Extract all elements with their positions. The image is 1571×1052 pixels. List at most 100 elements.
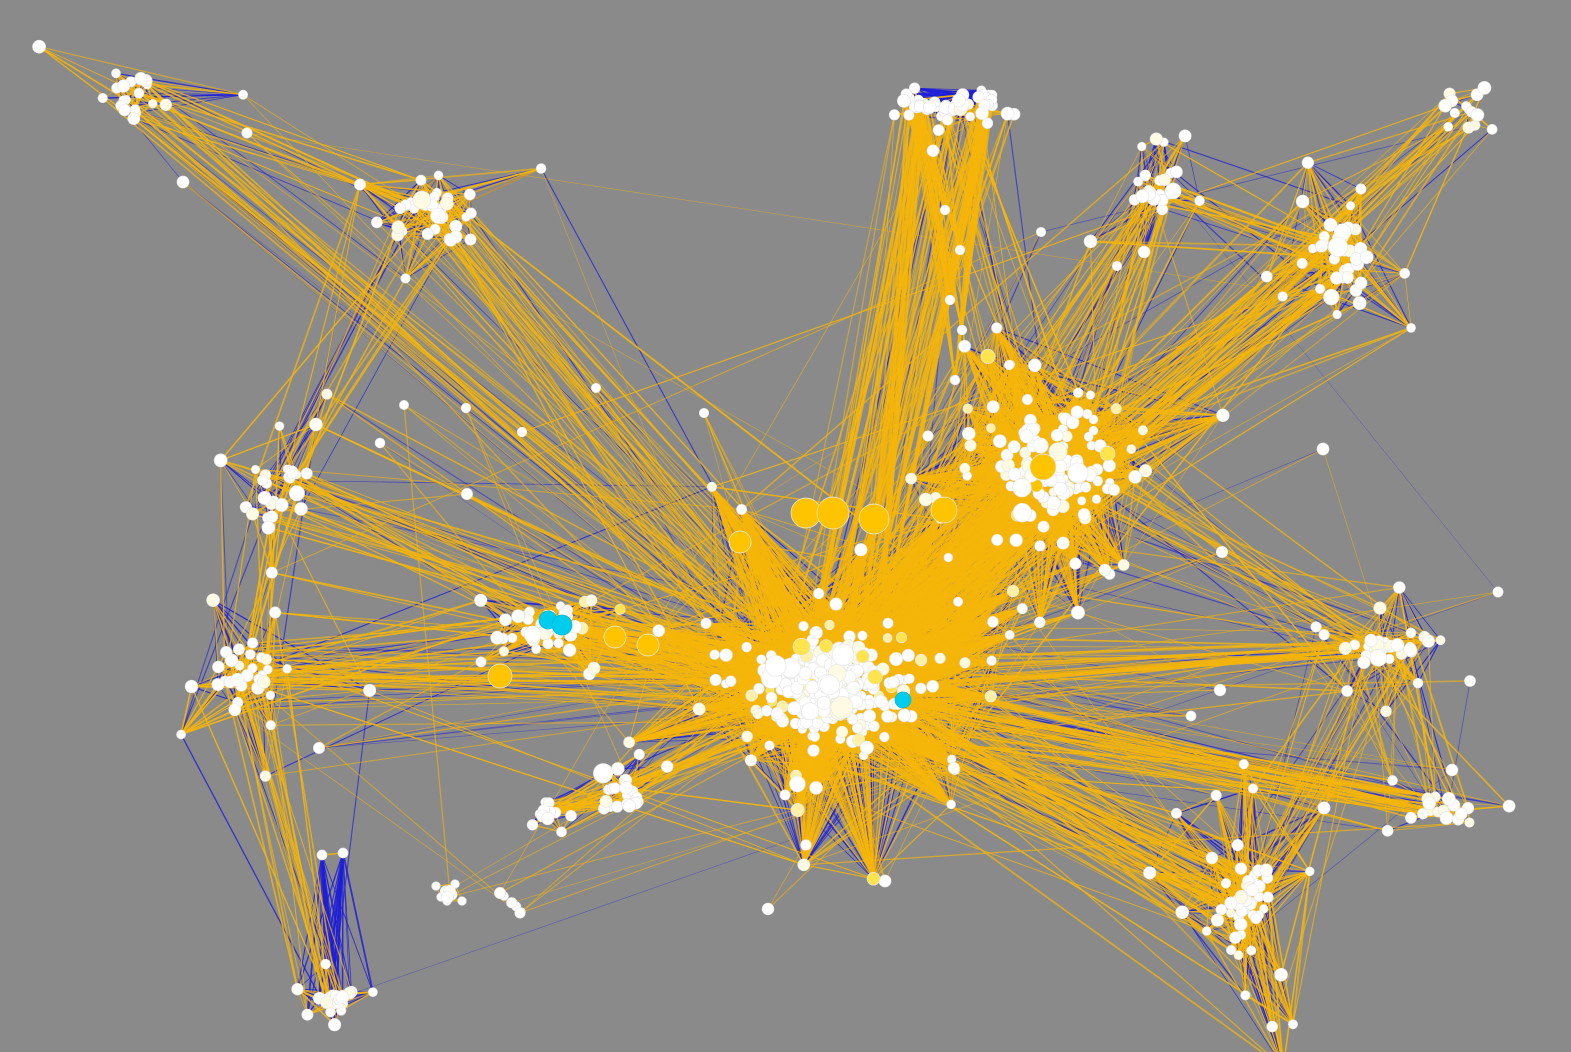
graph-node[interactable]: [291, 983, 304, 996]
graph-node[interactable]: [212, 660, 225, 674]
graph-node[interactable]: [1406, 323, 1416, 333]
graph-node[interactable]: [1077, 496, 1087, 506]
graph-node[interactable]: [922, 430, 934, 442]
graph-node[interactable]: [887, 676, 900, 689]
graph-node[interactable]: [1357, 655, 1371, 669]
graph-node[interactable]: [1316, 442, 1330, 456]
graph-node[interactable]: [1099, 445, 1116, 462]
graph-node[interactable]: [622, 799, 636, 813]
graph-node[interactable]: [465, 207, 477, 219]
graph-node[interactable]: [809, 626, 823, 640]
graph-node[interactable]: [932, 124, 945, 136]
graph-node[interactable]: [1380, 705, 1392, 718]
graph-node[interactable]: [1021, 394, 1033, 405]
graph-node[interactable]: [854, 543, 868, 557]
graph-node[interactable]: [867, 669, 883, 685]
graph-node[interactable]: [819, 639, 833, 654]
graph-node[interactable]: [987, 616, 999, 628]
graph-node[interactable]: [1245, 883, 1259, 897]
graph-node[interactable]: [354, 178, 366, 191]
graph-node[interactable]: [1000, 106, 1015, 121]
graph-node[interactable]: [897, 94, 911, 108]
graph-node[interactable]: [241, 127, 253, 139]
graph-node[interactable]: [992, 434, 1007, 449]
graph-node[interactable]: [1345, 201, 1356, 211]
graph-node[interactable]: [284, 465, 299, 480]
graph-node[interactable]: [261, 520, 276, 535]
graph-node[interactable]: [1234, 891, 1248, 905]
graph-node[interactable]: [148, 98, 158, 109]
graph-node[interactable]: [1229, 931, 1242, 944]
graph-node[interactable]: [1016, 603, 1028, 615]
graph-node[interactable]: [1028, 358, 1042, 373]
graph-node[interactable]: [953, 596, 964, 607]
graph-node[interactable]: [176, 175, 190, 189]
graph-node[interactable]: [363, 683, 377, 697]
graph-node[interactable]: [1422, 796, 1436, 811]
graph-node[interactable]: [623, 736, 635, 749]
graph-node[interactable]: [1216, 408, 1230, 422]
graph-node[interactable]: [593, 763, 614, 784]
graph-node[interactable]: [1117, 559, 1130, 571]
graph-node[interactable]: [118, 103, 131, 117]
graph-node[interactable]: [1454, 807, 1468, 821]
graph-node[interactable]: [954, 244, 966, 256]
highlight-node[interactable]: [894, 691, 912, 709]
graph-node[interactable]: [1009, 533, 1023, 547]
graph-node[interactable]: [857, 630, 868, 641]
graph-node[interactable]: [1470, 108, 1485, 122]
graph-node[interactable]: [412, 190, 432, 210]
graph-node[interactable]: [889, 652, 904, 667]
graph-node[interactable]: [914, 653, 928, 667]
graph-node[interactable]: [1318, 629, 1330, 641]
graph-node[interactable]: [1355, 183, 1367, 195]
graph-node[interactable]: [1007, 467, 1022, 481]
graph-node[interactable]: [1037, 520, 1050, 533]
graph-node[interactable]: [725, 675, 737, 687]
graph-node[interactable]: [1069, 557, 1082, 570]
graph-node[interactable]: [460, 402, 472, 414]
graph-node[interactable]: [1034, 540, 1046, 552]
graph-node[interactable]: [1464, 675, 1476, 687]
graph-node[interactable]: [1277, 291, 1288, 302]
graph-node[interactable]: [294, 502, 308, 516]
graph-node[interactable]: [1381, 824, 1394, 837]
graph-node[interactable]: [964, 439, 977, 452]
graph-node[interactable]: [1098, 563, 1112, 577]
graph-node[interactable]: [1274, 967, 1288, 982]
node-layer[interactable]: [32, 39, 1516, 1052]
graph-node[interactable]: [257, 474, 269, 486]
graph-node[interactable]: [288, 485, 305, 502]
graph-node[interactable]: [565, 809, 577, 822]
graph-node[interactable]: [233, 643, 245, 656]
graph-node[interactable]: [1137, 141, 1147, 152]
graph-node[interactable]: [765, 691, 778, 704]
graph-node[interactable]: [859, 740, 874, 755]
graph-node[interactable]: [1006, 584, 1020, 598]
graph-node[interactable]: [1403, 642, 1418, 657]
graph-node[interactable]: [506, 897, 518, 909]
graph-node[interactable]: [127, 112, 141, 125]
graph-node[interactable]: [391, 220, 405, 234]
graph-node[interactable]: [1185, 710, 1197, 722]
graph-node[interactable]: [770, 707, 784, 720]
graph-node[interactable]: [692, 702, 706, 716]
graph-node[interactable]: [463, 188, 476, 201]
graph-node[interactable]: [922, 100, 937, 114]
graph-node[interactable]: [661, 760, 674, 773]
graph-node[interactable]: [1083, 431, 1094, 442]
graph-node[interactable]: [829, 597, 843, 611]
graph-node[interactable]: [97, 93, 108, 104]
graph-node[interactable]: [1210, 913, 1225, 927]
graph-node[interactable]: [878, 874, 892, 888]
graph-node[interactable]: [846, 681, 861, 695]
graph-node[interactable]: [866, 872, 881, 886]
graph-node[interactable]: [1091, 494, 1102, 504]
graph-node[interactable]: [1266, 1020, 1278, 1033]
graph-node[interactable]: [1295, 194, 1310, 209]
graph-node[interactable]: [930, 496, 958, 524]
graph-node[interactable]: [1234, 862, 1248, 875]
graph-node[interactable]: [1012, 503, 1032, 523]
graph-node[interactable]: [753, 683, 765, 695]
graph-node[interactable]: [700, 617, 712, 629]
